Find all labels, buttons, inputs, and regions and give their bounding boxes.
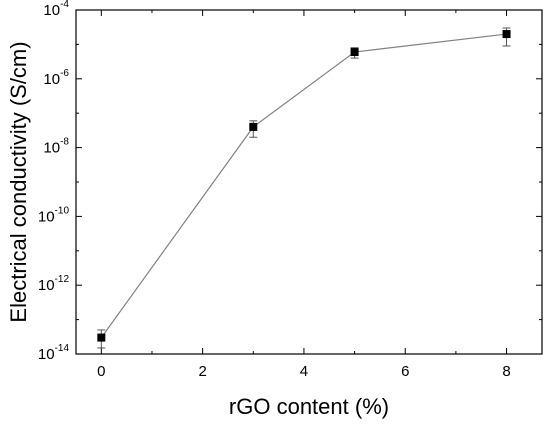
- x-axis-ticks: 0 2 4 6 8: [97, 10, 511, 380]
- y-tick-label-exponent: -6: [60, 68, 69, 79]
- series-layer: [97, 27, 511, 349]
- series-line: [100, 33, 507, 338]
- plot-area-frame: [75, 9, 543, 355]
- y-tick-label-exponent: -14: [55, 343, 70, 354]
- y-tick-label-exponent: -4: [60, 0, 69, 10]
- x-tick-label: 0: [97, 363, 105, 380]
- x-tick-label: 6: [401, 363, 409, 380]
- data-point-marker: [249, 122, 258, 131]
- y-tick-label: 10-8: [43, 137, 69, 157]
- data-point-marker: [350, 48, 359, 57]
- x-axis-title: rGO content (%): [229, 394, 389, 419]
- data-point-marker: [502, 30, 511, 39]
- y-tick-label-base: 10: [43, 2, 60, 19]
- y-tick-label: 10-4: [43, 0, 69, 19]
- y-tick-label: 10-6: [43, 68, 69, 88]
- data-point-marker: [97, 333, 106, 342]
- y-tick-label-base: 10: [43, 140, 60, 157]
- y-tick-label-base: 10: [38, 346, 55, 363]
- x-tick-label: 4: [300, 363, 308, 380]
- y-tick-label-exponent: -10: [55, 205, 70, 216]
- y-tick-label-base: 10: [38, 277, 55, 294]
- y-axis-title: Electrical conductivity (S/cm): [6, 41, 31, 322]
- y-tick-label: 10-10: [38, 205, 70, 225]
- y-tick-label-base: 10: [43, 71, 60, 88]
- y-tick-label-exponent: -12: [55, 274, 70, 285]
- y-tick-label-base: 10: [38, 208, 55, 225]
- x-tick-label: 2: [198, 363, 206, 380]
- x-tick-label: 8: [502, 363, 510, 380]
- y-tick-label-exponent: -8: [60, 137, 69, 148]
- y-tick-label: 10-12: [38, 274, 70, 294]
- y-tick-label: 10-14: [38, 343, 70, 363]
